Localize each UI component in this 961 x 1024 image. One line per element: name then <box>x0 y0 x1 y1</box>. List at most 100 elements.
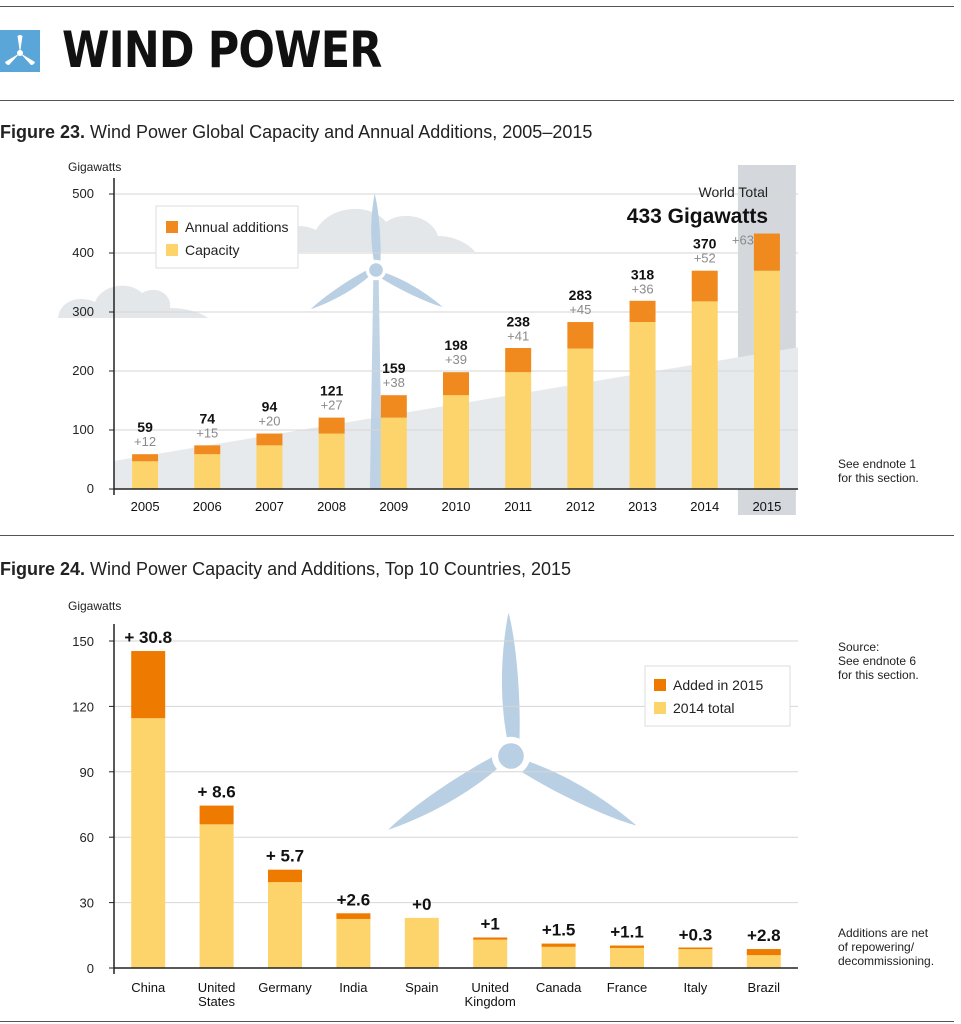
x-tick-label: 2015 <box>752 499 781 514</box>
addition-label: +2.6 <box>337 890 371 909</box>
legend-swatch-total <box>654 702 666 714</box>
x-tick-label: France <box>607 980 647 995</box>
y-tick-label: 0 <box>87 481 94 496</box>
y-tick-label: 100 <box>72 422 94 437</box>
bottom-rule <box>0 1021 954 1022</box>
x-tick-label: 2008 <box>317 499 346 514</box>
addition-label: + 5.7 <box>266 847 304 866</box>
bar-added-united-states <box>199 805 234 825</box>
bar-added-italy <box>678 947 713 950</box>
addition-label: +1 <box>481 914 500 933</box>
legend-box <box>644 665 791 727</box>
y-tick-label: 90 <box>80 765 94 780</box>
total-label: 370 <box>693 236 717 252</box>
legend-label-additions: Annual additions <box>185 219 289 235</box>
addition-label: +20 <box>258 414 280 429</box>
bar-capacity-2012 <box>567 348 594 489</box>
fig23-turbine-blade-1 <box>371 193 381 270</box>
fig24-turbine-hub <box>498 743 524 769</box>
fig24-chart: 0 30 60 90 120 150 Gigawatts Added in 2015 2014 … <box>68 599 798 1009</box>
addition-label: +63 <box>732 233 754 248</box>
bar-capacity-2010 <box>443 395 469 489</box>
y-tick-label: 0 <box>87 961 94 976</box>
total-label: 121 <box>320 383 344 399</box>
total-label: 59 <box>137 419 153 435</box>
y-tick-label: 200 <box>72 363 94 378</box>
bar-capacity-2007 <box>256 445 283 489</box>
bar-2014-united-kingdom <box>473 939 508 968</box>
addition-label: +27 <box>321 398 343 413</box>
bar-addition-2011 <box>505 347 532 373</box>
bar-added-canada <box>541 943 576 947</box>
bar-2014-germany <box>268 882 302 968</box>
bar-added-germany <box>268 869 302 883</box>
y-tick-label: 500 <box>72 186 94 201</box>
total-label: 238 <box>507 314 531 330</box>
x-tick-label: United <box>198 980 236 995</box>
fig23-turbine-blade-3 <box>310 266 376 310</box>
addition-label: +1.5 <box>542 921 576 940</box>
x-tick-label: 2009 <box>379 499 408 514</box>
addition-label: +1.1 <box>610 923 644 942</box>
bar-capacity-2014 <box>691 301 718 489</box>
total-label: 94 <box>262 399 278 415</box>
total-label: 159 <box>382 360 406 376</box>
fig23-turbine <box>310 193 443 489</box>
bar-2014-china <box>131 718 166 968</box>
fig23-chart: 0 100 200 300 400 500 Gigawatts 2005 59+12 2006 74… <box>58 160 798 515</box>
fig24-turbine-blade-2 <box>507 756 637 826</box>
bar-capacity-2009 <box>380 417 407 489</box>
legend-label-total: 2014 total <box>673 700 735 716</box>
addition-label: +38 <box>383 375 405 390</box>
bar-2014-brazil <box>746 955 781 968</box>
fig23-endnote: See endnote 1 for this section. <box>838 457 919 485</box>
y-tick-label: 300 <box>72 304 94 319</box>
bar-capacity-2005 <box>132 461 159 489</box>
bar-addition-2014 <box>691 270 718 302</box>
fig24-turbine-blade-3 <box>388 749 511 830</box>
fig24-title-text: Wind Power Capacity and Additions, Top 1… <box>85 559 571 579</box>
world-total-value: 433 Gigawatts <box>627 205 768 228</box>
total-label: 318 <box>631 266 655 282</box>
bar-addition-2009 <box>380 395 407 418</box>
addition-label: +12 <box>134 434 156 449</box>
x-tick-label: States <box>198 994 235 1009</box>
addition-label: + 8.6 <box>197 783 235 802</box>
bar-added-united-kingdom <box>473 937 508 940</box>
x-tick-label: Spain <box>405 980 438 995</box>
y-tick-label: 400 <box>72 245 94 260</box>
addition-label: +39 <box>445 352 467 367</box>
y-axis-unit: Gigawatts <box>68 160 121 174</box>
x-tick-label: Germany <box>258 980 312 995</box>
fig24-source-note: Source: See endnote 6 for this section. <box>838 640 919 682</box>
total-label: 74 <box>199 410 215 426</box>
page-title: WIND POWER <box>62 21 382 79</box>
wind-turbine-icon <box>0 30 40 72</box>
bar-addition-2005 <box>132 454 159 462</box>
fig23-turbine-tower <box>369 280 383 489</box>
bar-2014-united-states <box>199 824 234 968</box>
fig23-turbine-blade-2 <box>373 270 443 307</box>
bar-added-india <box>336 913 371 919</box>
x-tick-label: 2006 <box>193 499 222 514</box>
top-rule <box>0 6 954 7</box>
fig24-title-number: Figure 24. <box>0 559 86 579</box>
bar-capacity-2011 <box>505 372 532 489</box>
bar-addition-2008 <box>318 417 345 434</box>
y-tick-label: 60 <box>80 830 94 845</box>
y-tick-label: 120 <box>72 699 94 714</box>
addition-label: +0 <box>412 895 431 914</box>
x-tick-label: 2012 <box>566 499 595 514</box>
x-tick-label: Kingdom <box>465 994 516 1009</box>
y-axis-unit: Gigawatts <box>68 599 121 613</box>
bar-2014-canada <box>541 946 576 968</box>
bar-addition-2013 <box>629 300 656 323</box>
legend-swatch-capacity <box>166 244 178 256</box>
addition-label: +41 <box>507 329 529 344</box>
bar-addition-2006 <box>194 445 221 455</box>
legend-swatch-additions <box>166 221 178 233</box>
bar-added-brazil <box>746 949 781 956</box>
bar-addition-2010 <box>443 372 469 396</box>
bar-addition-2007 <box>256 433 283 446</box>
bar-capacity-2013 <box>629 322 656 489</box>
